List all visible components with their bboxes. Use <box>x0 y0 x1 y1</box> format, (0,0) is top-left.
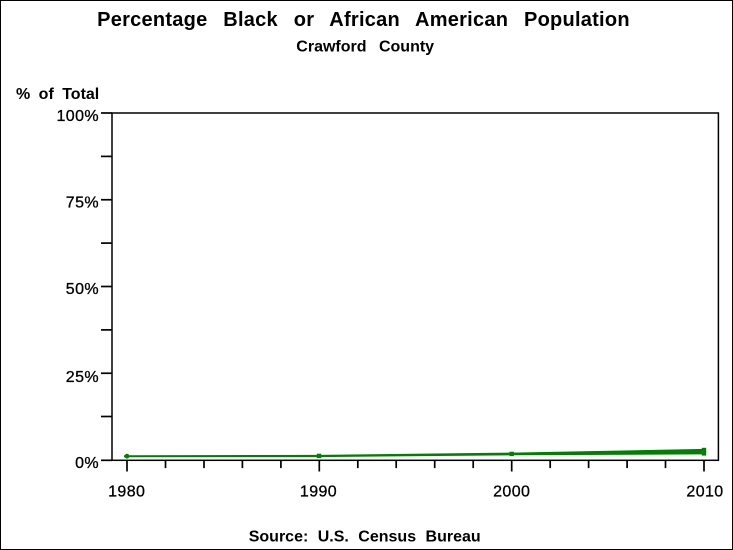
svg-text:0%: 0% <box>75 455 99 472</box>
svg-text:Source: U.S. Census Bureau: Source: U.S. Census Bureau <box>249 529 481 546</box>
svg-text:50%: 50% <box>66 281 99 298</box>
svg-text:Crawford County: Crawford County <box>296 39 434 56</box>
svg-text:1980: 1980 <box>108 484 145 501</box>
svg-text:2000: 2000 <box>493 484 530 501</box>
svg-text:Percentage Black or African Am: Percentage Black or African American Pop… <box>97 9 630 31</box>
svg-text:% of Total: % of Total <box>16 86 99 103</box>
svg-text:75%: 75% <box>66 194 99 211</box>
svg-text:25%: 25% <box>66 369 99 386</box>
svg-text:1990: 1990 <box>300 484 337 501</box>
svg-text:100%: 100% <box>56 108 99 125</box>
svg-text:2010: 2010 <box>686 484 723 501</box>
